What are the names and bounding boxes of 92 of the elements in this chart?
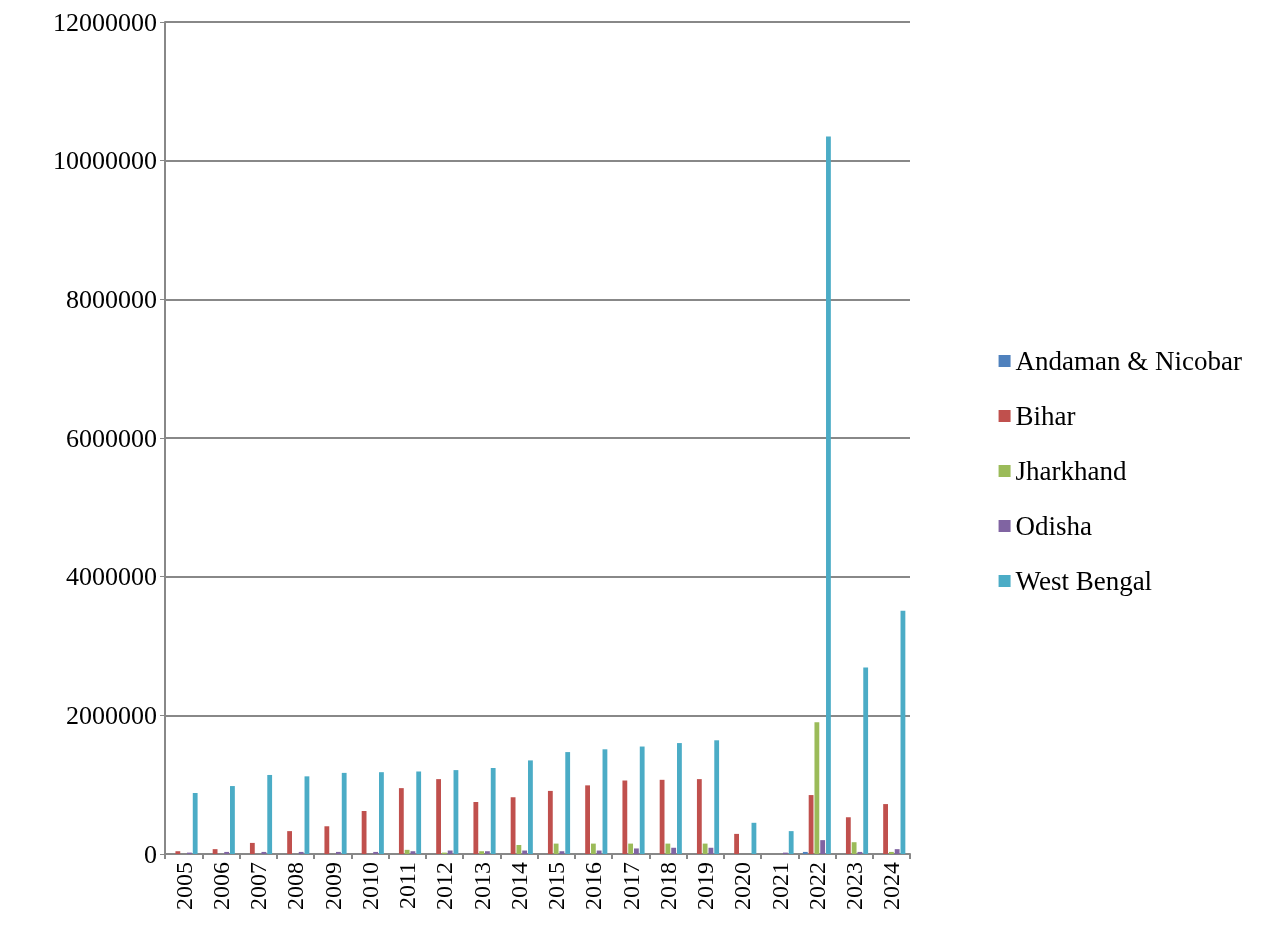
bar [851,842,857,854]
x-tick-label: 2010 [356,862,383,910]
bar [559,851,565,854]
bar [473,802,479,854]
bar [734,833,739,854]
x-tick-label: 2024 [878,862,905,910]
bar [230,786,235,854]
bar [622,780,628,854]
bar [175,851,181,854]
x-tick-label: 2006 [207,862,234,910]
bar [192,792,198,854]
legend-label: Bihar [1015,401,1076,431]
bar [341,772,347,854]
bar [510,797,516,854]
bar [585,785,590,854]
y-tick-label: 0 [144,839,157,869]
x-tick-label: 2022 [803,862,830,910]
bar [883,804,888,854]
bar [373,851,379,854]
bar [857,851,863,854]
bar [267,774,273,854]
bar [287,831,292,854]
bar [826,136,831,854]
legend-label: West Bengal [1015,566,1153,596]
bar [788,831,794,854]
bar [565,752,571,854]
bar [888,851,894,854]
x-tick-label: 2007 [245,862,272,910]
bar [261,851,267,854]
x-tick-label: 2012 [431,862,458,910]
bar [845,817,851,854]
bar [808,795,814,854]
bar [298,851,304,854]
bar [863,667,869,854]
y-tick-label: 10000000 [53,146,157,176]
x-tick-label: 2020 [729,862,756,910]
bar [485,851,490,854]
bar [677,743,682,854]
bar [516,844,522,854]
x-tick-label: 2008 [282,862,309,910]
x-tick-label: 2018 [654,862,681,910]
y-tick-label: 2000000 [66,700,157,730]
bar [702,843,708,854]
legend-label: Jharkhand [1015,456,1128,486]
x-tick-label: 2013 [468,862,495,910]
y-tick-label: 4000000 [66,562,157,592]
x-tick-label: 2016 [580,862,607,910]
bar [398,788,404,854]
bar [212,849,218,854]
legend-label: Odisha [1015,511,1093,541]
bar [336,851,341,854]
bar [708,847,714,854]
x-tick-label: 2023 [841,862,868,910]
bar [553,843,559,854]
x-tick-label: 2015 [543,862,570,910]
x-tick-label: 2014 [505,862,532,910]
x-tick-label: 2021 [766,862,793,910]
y-tick-label: 6000000 [66,423,157,453]
bar [802,851,808,854]
bar [659,779,665,854]
x-tick-label: 2009 [319,862,346,910]
bar [665,843,671,854]
bar [361,811,367,854]
bar [404,849,410,854]
bar [814,722,820,854]
bar [324,826,330,854]
x-tick-label: 2017 [617,862,644,910]
bar [590,843,596,854]
bar [639,746,645,854]
bar [416,771,422,854]
bar [224,851,230,854]
bar [628,843,634,854]
x-tick-label: 2005 [170,862,197,910]
bar [249,842,255,854]
bar [410,851,416,854]
bar [479,851,485,854]
x-tick-label: 2011 [394,862,421,910]
bar [696,779,702,854]
bar [547,790,553,854]
y-tick-label: 12000000 [53,7,157,37]
y-tick-label: 8000000 [66,284,157,314]
bar [528,760,533,854]
bar [436,779,441,854]
bar [634,848,639,854]
legend-label: Andaman & Nicobar [1015,346,1243,376]
bar [894,849,900,854]
bar [671,847,677,854]
bar [714,740,720,854]
x-tick-label: 2019 [692,862,719,910]
bar [820,840,826,854]
bar [490,768,496,854]
bar [379,772,384,854]
